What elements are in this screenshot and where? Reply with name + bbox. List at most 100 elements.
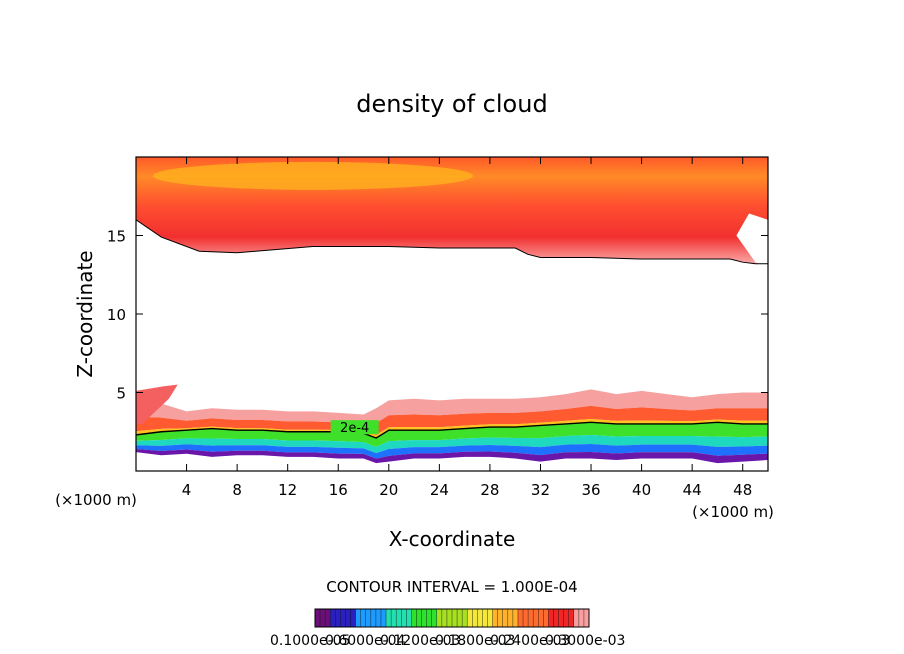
x-tick-label: 28 <box>480 481 499 499</box>
colorbar-swatch <box>411 609 417 627</box>
y-tick-label: 10 <box>107 306 126 324</box>
colorbar-label: 0.6000e-04 <box>325 633 406 649</box>
colorbar-swatch <box>315 609 321 627</box>
colorbar-swatch <box>441 609 447 627</box>
colorbar-swatch <box>578 609 584 627</box>
density-field: 2e-4 <box>136 157 768 464</box>
colorbar-swatch <box>487 609 493 627</box>
chart-title: density of cloud <box>356 90 547 118</box>
lower-cloud-left-lobe <box>136 384 178 424</box>
colorbar-swatch <box>380 609 387 627</box>
x-unit-right: (×1000 m) <box>692 503 774 521</box>
colorbar-frame <box>314 608 590 628</box>
colorbar-swatch <box>452 609 458 627</box>
colorbar-swatch <box>375 609 381 627</box>
upper-cloud-outline <box>136 219 768 265</box>
y-tick-label: 15 <box>107 228 126 246</box>
x-tick-label: 32 <box>531 481 550 499</box>
colorbar-swatch <box>482 609 488 627</box>
y-axis-ticks: 5 10 15 <box>107 228 768 403</box>
colorbar-swatch <box>553 609 559 627</box>
contour-interval: CONTOUR INTERVAL = 1.000E-04 <box>326 578 577 596</box>
lower-band-yellow <box>136 419 768 439</box>
lower-band-purple <box>136 449 768 464</box>
colorbar-swatch <box>365 609 371 627</box>
colorbar-swatch <box>436 609 442 627</box>
x-axis-ticks: 4 8 12 16 20 24 28 32 36 40 44 48 <box>182 157 752 499</box>
colorbar-swatch <box>391 609 397 627</box>
colorbar-swatch <box>421 609 427 627</box>
upper-cloud-gap <box>736 213 768 267</box>
x-tick-label: 36 <box>581 481 600 499</box>
colorbar-swatch <box>335 609 341 627</box>
contour-2e-4 <box>136 421 768 439</box>
lower-band-red <box>136 405 768 436</box>
colorbar-swatch <box>370 609 376 627</box>
colorbar-swatch <box>573 609 579 627</box>
colorbar-swatch <box>457 609 463 627</box>
colorbar-swatch <box>350 609 356 627</box>
lower-band-cyan <box>136 434 768 454</box>
colorbar-swatch <box>492 609 498 627</box>
colorbar-swatch <box>583 609 589 627</box>
colorbar-label: 0.3000e-03 <box>545 633 625 649</box>
colorbar-swatch <box>543 609 549 627</box>
contour-label-bg <box>330 420 379 435</box>
colorbar-swatch <box>340 609 346 627</box>
x-unit-left: (×1000 m) <box>55 491 137 509</box>
x-tick-label: 20 <box>379 481 398 499</box>
colorbar-swatch <box>360 609 366 627</box>
colorbar-swatch <box>477 609 483 627</box>
colorbar <box>314 609 589 627</box>
colorbar-swatch <box>355 609 361 627</box>
colorbar-label: 0.1000e-05 <box>270 633 350 649</box>
upper-cloud-core <box>152 161 473 190</box>
colorbar-swatch <box>533 609 539 627</box>
y-tick-label: 5 <box>116 385 126 403</box>
colorbar-swatch <box>467 609 473 627</box>
colorbar-swatch <box>320 609 326 627</box>
colorbar-swatch <box>446 609 452 627</box>
x-tick-label: 12 <box>278 481 297 499</box>
colorbar-swatch <box>431 609 437 627</box>
x-tick-label: 44 <box>683 481 702 499</box>
colorbar-swatch <box>563 609 569 627</box>
colorbar-swatch <box>401 609 407 627</box>
colorbar-swatch <box>512 609 518 627</box>
colorbar-swatch <box>426 609 432 627</box>
x-tick-label: 16 <box>329 481 348 499</box>
contour-label: 2e-4 <box>340 421 369 436</box>
x-tick-label: 8 <box>232 481 242 499</box>
lower-band-light-red <box>136 389 768 424</box>
colorbar-label: 0.2400e-03 <box>490 633 570 649</box>
colorbar-swatch <box>396 609 402 627</box>
lower-band-green <box>136 422 768 447</box>
colorbar-label: 0.1200e-03 <box>380 633 460 649</box>
colorbar-swatch <box>330 609 336 627</box>
colorbar-label: 0.1800e-03 <box>435 633 515 649</box>
colorbar-swatch <box>325 609 331 627</box>
colorbar-swatch <box>523 609 529 627</box>
x-tick-label: 48 <box>733 481 752 499</box>
colorbar-swatch <box>568 609 574 627</box>
colorbar-swatch <box>538 609 544 627</box>
colorbar-swatch <box>502 609 508 627</box>
colorbar-swatch <box>548 609 554 627</box>
colorbar-swatch <box>345 609 351 627</box>
colorbar-swatch <box>462 609 468 627</box>
colorbar-swatch <box>406 609 412 627</box>
colorbar-swatch <box>517 609 524 627</box>
colorbar-swatch <box>497 609 503 627</box>
x-axis-label: X-coordinate <box>389 527 516 551</box>
x-tick-label: 4 <box>182 481 192 499</box>
colorbar-swatch <box>528 609 534 627</box>
colorbar-swatch <box>386 609 392 627</box>
colorbar-swatch <box>416 609 422 627</box>
colorbar-swatch <box>472 609 478 627</box>
x-tick-label: 24 <box>430 481 449 499</box>
y-axis-label: Z-coordinate <box>73 250 97 377</box>
colorbar-swatch <box>507 609 513 627</box>
x-tick-label: 40 <box>632 481 651 499</box>
colorbar-labels: 0.1000e-050.6000e-040.1200e-030.1800e-03… <box>270 633 625 649</box>
